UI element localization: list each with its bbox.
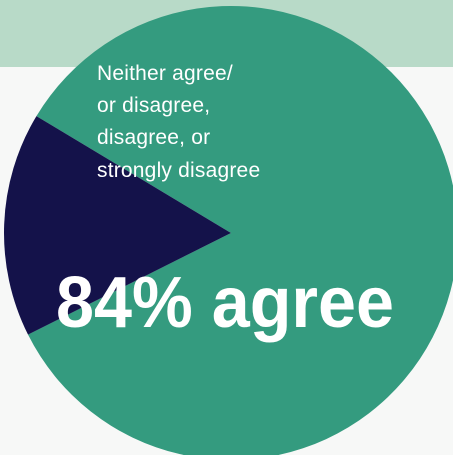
pie-slice-other: [4, 116, 232, 335]
minor-slice-label-line-4: strongly disagree: [97, 159, 260, 182]
minor-slice-label-line-1: Neither agree/: [97, 62, 233, 85]
pie-slice-agree: [28, 6, 453, 455]
minor-slice-label-line-2: or disagree,: [97, 94, 210, 117]
pie-slices: [4, 6, 453, 455]
minor-slice-label-line-3: disagree, or: [97, 126, 210, 149]
minor-slice-label-group: Neither agree/ or disagree, disagree, or…: [97, 62, 260, 182]
major-slice-label: 84% agree: [56, 263, 394, 343]
